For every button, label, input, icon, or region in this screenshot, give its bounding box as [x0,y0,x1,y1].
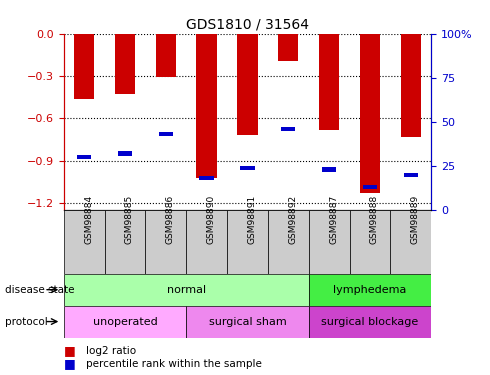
Bar [391,210,431,274]
Text: GSM98892: GSM98892 [288,195,297,244]
Text: percentile rank within the sample: percentile rank within the sample [86,359,262,369]
Text: GSM98891: GSM98891 [247,195,256,244]
Text: GSM98888: GSM98888 [370,195,379,244]
Text: normal: normal [167,285,206,295]
Text: surgical blockage: surgical blockage [321,316,418,327]
Bar [156,34,176,78]
Bar [186,210,227,274]
Bar [77,155,91,159]
Bar [196,34,217,178]
Bar [401,34,421,136]
Text: ■: ■ [64,357,75,370]
Bar [146,210,186,274]
Bar [104,210,146,274]
Text: GSM98889: GSM98889 [411,195,420,244]
Bar [240,166,255,170]
Bar [159,132,173,136]
Bar [237,34,258,135]
Bar [278,34,298,60]
Bar [404,172,418,177]
Text: unoperated: unoperated [93,316,157,327]
Text: GSM98884: GSM98884 [84,195,93,244]
Bar [309,210,349,274]
Bar [199,176,214,180]
Text: GSM98885: GSM98885 [125,195,134,244]
Bar [115,34,135,94]
Bar [309,306,431,338]
Bar [322,167,336,172]
Bar [268,210,309,274]
Bar [227,210,268,274]
Bar [309,274,431,306]
Text: protocol: protocol [5,316,48,327]
Bar [319,34,339,130]
Text: log2 ratio: log2 ratio [86,346,136,355]
Bar [118,152,132,156]
Bar [64,306,186,338]
Bar [363,185,377,189]
Bar [64,274,309,306]
Text: surgical sham: surgical sham [209,316,286,327]
Text: GSM98886: GSM98886 [166,195,175,244]
Bar [64,210,104,274]
Text: GSM98887: GSM98887 [329,195,338,244]
Bar [74,34,94,99]
Bar [186,306,309,338]
Title: GDS1810 / 31564: GDS1810 / 31564 [186,17,309,31]
Bar [281,127,295,131]
Text: disease state: disease state [5,285,74,295]
Text: GSM98890: GSM98890 [207,195,216,244]
Bar [360,34,380,193]
Text: ■: ■ [64,344,75,357]
Bar [349,210,391,274]
Text: lymphedema: lymphedema [333,285,407,295]
